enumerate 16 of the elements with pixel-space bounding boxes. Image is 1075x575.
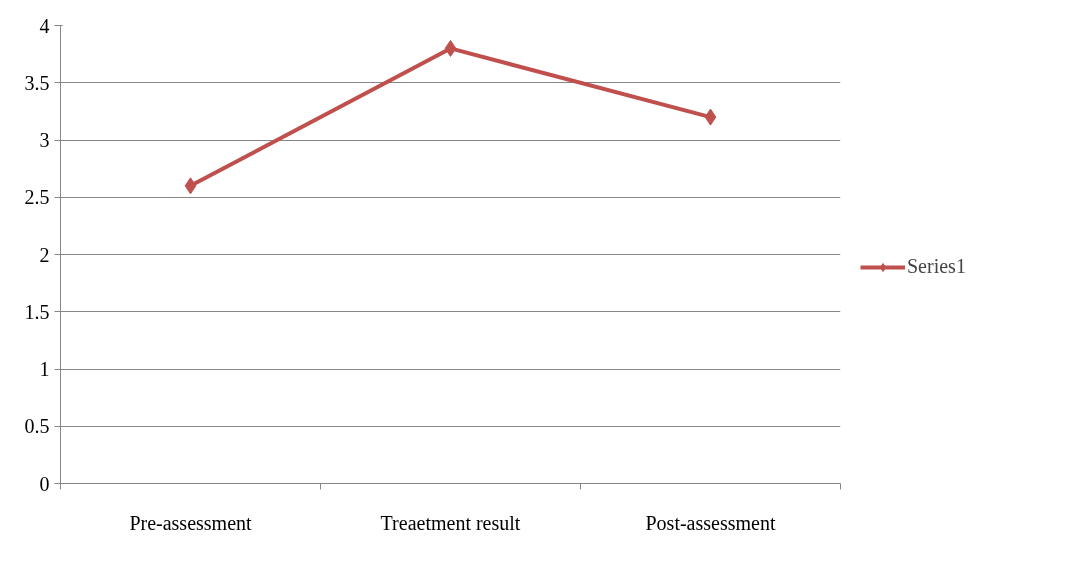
point [184, 177, 197, 195]
y-tick-label: 2 [39, 243, 50, 266]
y-tick-label: 4 [39, 14, 50, 37]
point [444, 39, 457, 57]
point [704, 108, 717, 126]
y-tick-label: 0 [39, 472, 50, 495]
y-tick-label: 2.5 [24, 186, 50, 209]
x-tick-label: Post-assessment [645, 511, 776, 534]
x-tick-label: Pre-assessment [129, 511, 253, 534]
y-tick-label: 1 [39, 358, 50, 380]
legend-label: Series1 [907, 255, 966, 278]
y-tick-label: 3.5 [24, 71, 50, 94]
y-tick-label: 0.5 [24, 415, 50, 438]
x-tick-label: Treaetment result [380, 511, 521, 534]
y-tick-label: 1.5 [24, 300, 50, 323]
y-tick-label: 3 [39, 129, 50, 151]
